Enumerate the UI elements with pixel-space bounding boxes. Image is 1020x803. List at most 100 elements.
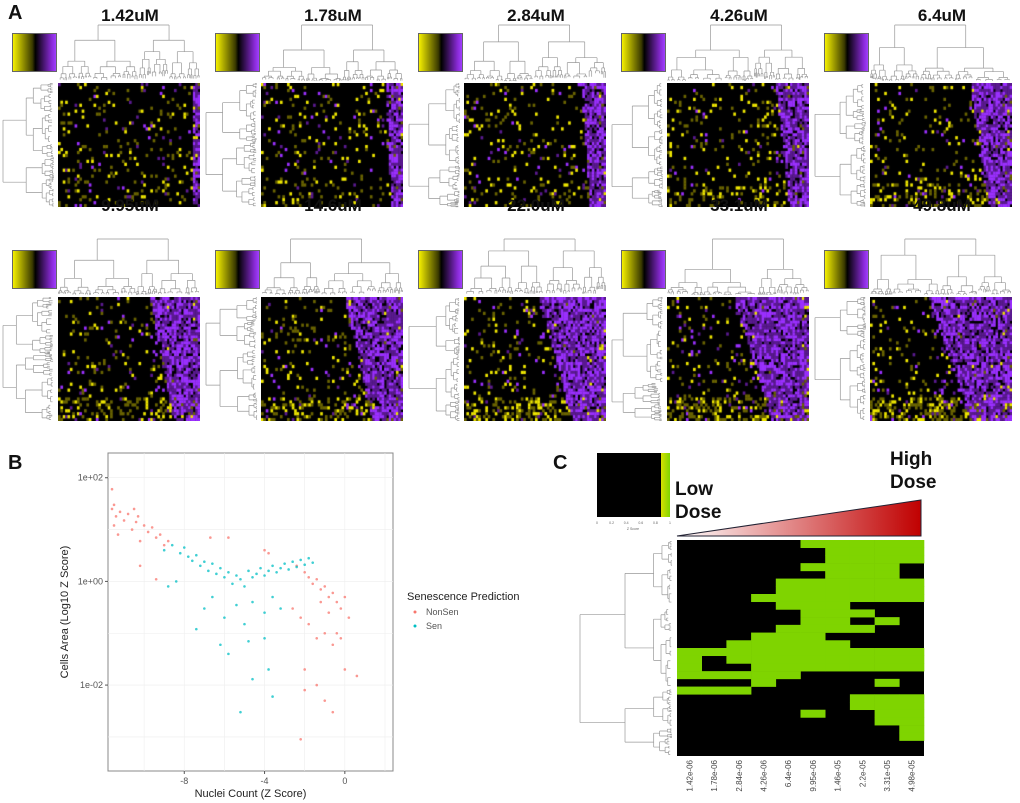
data-point	[299, 737, 302, 741]
x-tick-label: 0	[342, 776, 347, 786]
heatmap-cell	[775, 640, 801, 649]
heatmap-cell	[800, 586, 826, 595]
heatmap-cell	[849, 694, 875, 703]
heatmap-cell	[775, 663, 801, 672]
data-point	[112, 524, 116, 527]
heatmap-cell	[726, 655, 752, 664]
heatmap-cell	[677, 686, 702, 695]
heatmap-cell	[899, 547, 925, 556]
heatmap-49.8uM	[870, 297, 1012, 421]
data-point	[335, 600, 339, 604]
heatmap-cell	[800, 709, 826, 718]
heatmap-cell	[751, 663, 777, 672]
series-NonSen	[110, 487, 359, 741]
heatmap-cell	[726, 671, 752, 680]
heatmap-cell	[899, 702, 925, 711]
data-point	[279, 566, 282, 570]
heatmap-cell	[825, 586, 851, 595]
data-point	[299, 616, 302, 619]
data-point	[327, 595, 331, 599]
heatmap-cell	[800, 601, 826, 610]
data-point	[275, 570, 278, 574]
data-point	[136, 515, 140, 518]
heatmap-cell	[874, 578, 900, 587]
data-point	[271, 695, 274, 698]
color-key	[824, 33, 869, 72]
panel-a-dendrograms	[2, 24, 1011, 422]
heatmap-cell	[899, 594, 925, 603]
data-point	[118, 510, 122, 514]
row-dendrogram	[408, 83, 461, 208]
data-point	[267, 551, 270, 555]
data-point	[247, 569, 250, 573]
heatmap-cell	[825, 594, 851, 603]
data-point	[195, 553, 198, 557]
heatmap-cell	[800, 663, 826, 672]
heatmap-cell	[825, 655, 851, 664]
data-point	[295, 565, 298, 569]
data-point	[239, 710, 242, 714]
data-point	[227, 652, 230, 656]
color-key-box	[597, 453, 661, 517]
row-dendrogram	[611, 297, 663, 422]
data-point	[114, 515, 118, 518]
heatmap-cell	[899, 709, 925, 718]
heatmap-cell	[751, 632, 777, 641]
heatmap-cell	[899, 540, 925, 549]
heatmap-cell	[899, 725, 925, 734]
data-point	[247, 639, 250, 643]
heatmap-cell	[775, 632, 801, 641]
heatmap-cell	[825, 547, 851, 556]
heatmap-cell	[825, 624, 851, 633]
y-axis-label: Cells Area (Log10 Z Score)	[59, 546, 71, 679]
key-tick-label: 0.6	[638, 521, 643, 525]
y-tick-label: 1e+02	[78, 473, 103, 483]
data-point	[347, 616, 351, 619]
data-point	[182, 546, 186, 549]
heatmap-cell	[677, 663, 702, 672]
data-point	[319, 588, 323, 591]
data-point	[162, 548, 166, 552]
heatmap-cell	[775, 655, 801, 664]
heatmap-cell	[800, 632, 826, 641]
data-point	[319, 600, 323, 604]
data-point	[307, 622, 311, 626]
heatmap-cell	[751, 655, 777, 664]
data-point	[207, 569, 210, 573]
color-key	[418, 33, 463, 72]
legend-marker	[413, 624, 417, 628]
data-point	[138, 539, 142, 543]
heatmap-cell	[899, 663, 925, 672]
heatmap-cell	[751, 594, 777, 603]
heatmap-cell	[874, 648, 900, 657]
heatmap-cell	[899, 717, 925, 726]
heatmap-22.0uM	[464, 297, 606, 421]
heatmap-cell	[849, 648, 875, 657]
high-dose-label: High Dose	[890, 449, 937, 493]
data-point	[227, 570, 230, 574]
color-key	[418, 250, 463, 289]
heatmap-title: 9.95uM	[101, 196, 159, 215]
data-point	[219, 566, 222, 570]
data-point	[158, 533, 162, 536]
low-dose-label: Low Dose	[675, 479, 722, 523]
column-label: 6.4e-06	[784, 759, 793, 787]
data-point	[211, 595, 214, 599]
data-point	[251, 576, 254, 579]
heatmap-cell	[800, 624, 826, 633]
heatmap-cell	[726, 640, 752, 649]
legend-marker	[413, 610, 417, 614]
data-point	[259, 566, 262, 570]
heatmap-cell	[899, 648, 925, 657]
row-dendrogram	[2, 83, 54, 207]
heatmap-cell	[874, 570, 900, 579]
data-point	[331, 643, 335, 647]
data-point	[112, 503, 116, 507]
heatmap-title: 2.84uM	[507, 6, 565, 25]
data-point	[255, 572, 258, 576]
data-point	[343, 595, 347, 599]
heatmap-cell	[899, 694, 925, 703]
data-point	[223, 616, 226, 619]
data-point	[291, 560, 294, 563]
